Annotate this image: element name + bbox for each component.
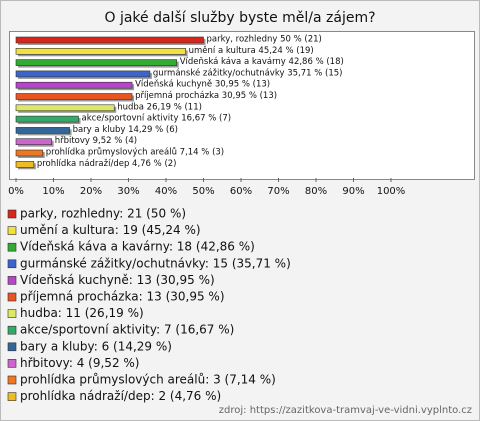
bar xyxy=(15,115,79,123)
value-label: akce/sportovní aktivity 16,67 % (7) xyxy=(82,114,232,124)
legend-label: bary a kluby: 6 (14,29 %) xyxy=(20,339,172,353)
x-tick-label: 10% xyxy=(42,186,64,197)
bar xyxy=(15,36,204,44)
bar xyxy=(15,138,53,145)
bar xyxy=(15,149,44,157)
legend-label: Vídeňská kuchyně: 13 (30,95 %) xyxy=(20,273,215,287)
legend-label: hřbitovy: 4 (9,52 %) xyxy=(20,356,139,370)
value-label: Vídeňská káva a kavárny 42,86 % (18) xyxy=(180,56,344,67)
x-tick-label: 50% xyxy=(192,186,214,197)
legend-swatch xyxy=(7,259,17,269)
value-label: příjemná procházka 30,95 % (13) xyxy=(135,91,277,101)
bar xyxy=(15,161,35,168)
x-tick-label: 90% xyxy=(342,186,364,197)
x-tick-label: 80% xyxy=(305,186,327,197)
x-tick-label: 40% xyxy=(155,186,177,197)
value-label: umění a kultura 45,24 % (19) xyxy=(189,46,314,56)
legend-label: příjemná procházka: 13 (30,95 %) xyxy=(20,290,225,304)
value-label: bary a kluby 14,29 % (6) xyxy=(73,125,178,135)
legend-swatch xyxy=(7,359,17,368)
x-tick-label: 70% xyxy=(267,186,289,197)
legend-label: umění a kultura: 19 (45,24 %) xyxy=(20,223,201,237)
legend-swatch xyxy=(7,325,17,335)
bar xyxy=(15,81,133,89)
legend-label: prohlídka průmyslových areálů: 3 (7,14 %… xyxy=(20,373,276,387)
bar xyxy=(15,127,70,134)
bar xyxy=(15,104,115,112)
chart-title: O jaké další služby byste měl/a zájem? xyxy=(104,10,375,26)
legend-swatch xyxy=(7,276,17,285)
bar xyxy=(15,59,178,66)
value-label: Vídeňská kuchyně 30,95 % (13) xyxy=(135,79,270,90)
legend-swatch xyxy=(7,292,17,302)
value-label: hřbitovy 9,52 % (4) xyxy=(55,136,137,146)
value-label: parky, rozhledny 50 % (21) xyxy=(207,35,322,45)
legend-label: Vídeňská káva a kavárny: 18 (42,86 %) xyxy=(20,240,255,254)
value-label: gurmánské zážitky/ochutnávky 35,71 % (15… xyxy=(153,67,343,78)
legend-swatch xyxy=(7,342,17,352)
legend-label: prohlídka nádraží/dep: 2 (4,76 %) xyxy=(20,389,221,403)
legend-swatch xyxy=(7,242,17,252)
legend-swatch xyxy=(7,226,17,235)
legend-label: parky, rozhledny: 21 (50 %) xyxy=(20,207,186,221)
legend-swatch xyxy=(7,375,17,385)
value-label: prohlídka nádraží/dep 4,76 % (2) xyxy=(37,159,177,169)
bar xyxy=(15,93,133,100)
bar xyxy=(15,70,151,78)
legend-swatch xyxy=(7,309,17,318)
legend-swatch xyxy=(7,392,17,401)
x-tick-label: 20% xyxy=(80,186,102,197)
x-tick-label: 100% xyxy=(377,186,406,197)
x-tick-label: 0% xyxy=(8,186,24,197)
legend-label: akce/sportovní aktivity: 7 (16,67 %) xyxy=(20,323,234,337)
value-label: hudba 26,19 % (11) xyxy=(117,102,202,112)
legend-label: gurmánské zážitky/ochutnávky: 15 (35,71 … xyxy=(20,256,291,270)
legend-swatch xyxy=(7,209,17,219)
legend-label: hudba: 11 (26,19 %) xyxy=(20,306,144,320)
x-tick-label: 60% xyxy=(230,186,252,197)
value-label: prohlídka průmyslových areálů 7,14 % (3) xyxy=(46,147,224,158)
source: zdroj: https://zazitkova-tramvaj-ve-vidn… xyxy=(219,405,472,416)
bar xyxy=(15,47,186,55)
x-tick-label: 30% xyxy=(117,186,139,197)
